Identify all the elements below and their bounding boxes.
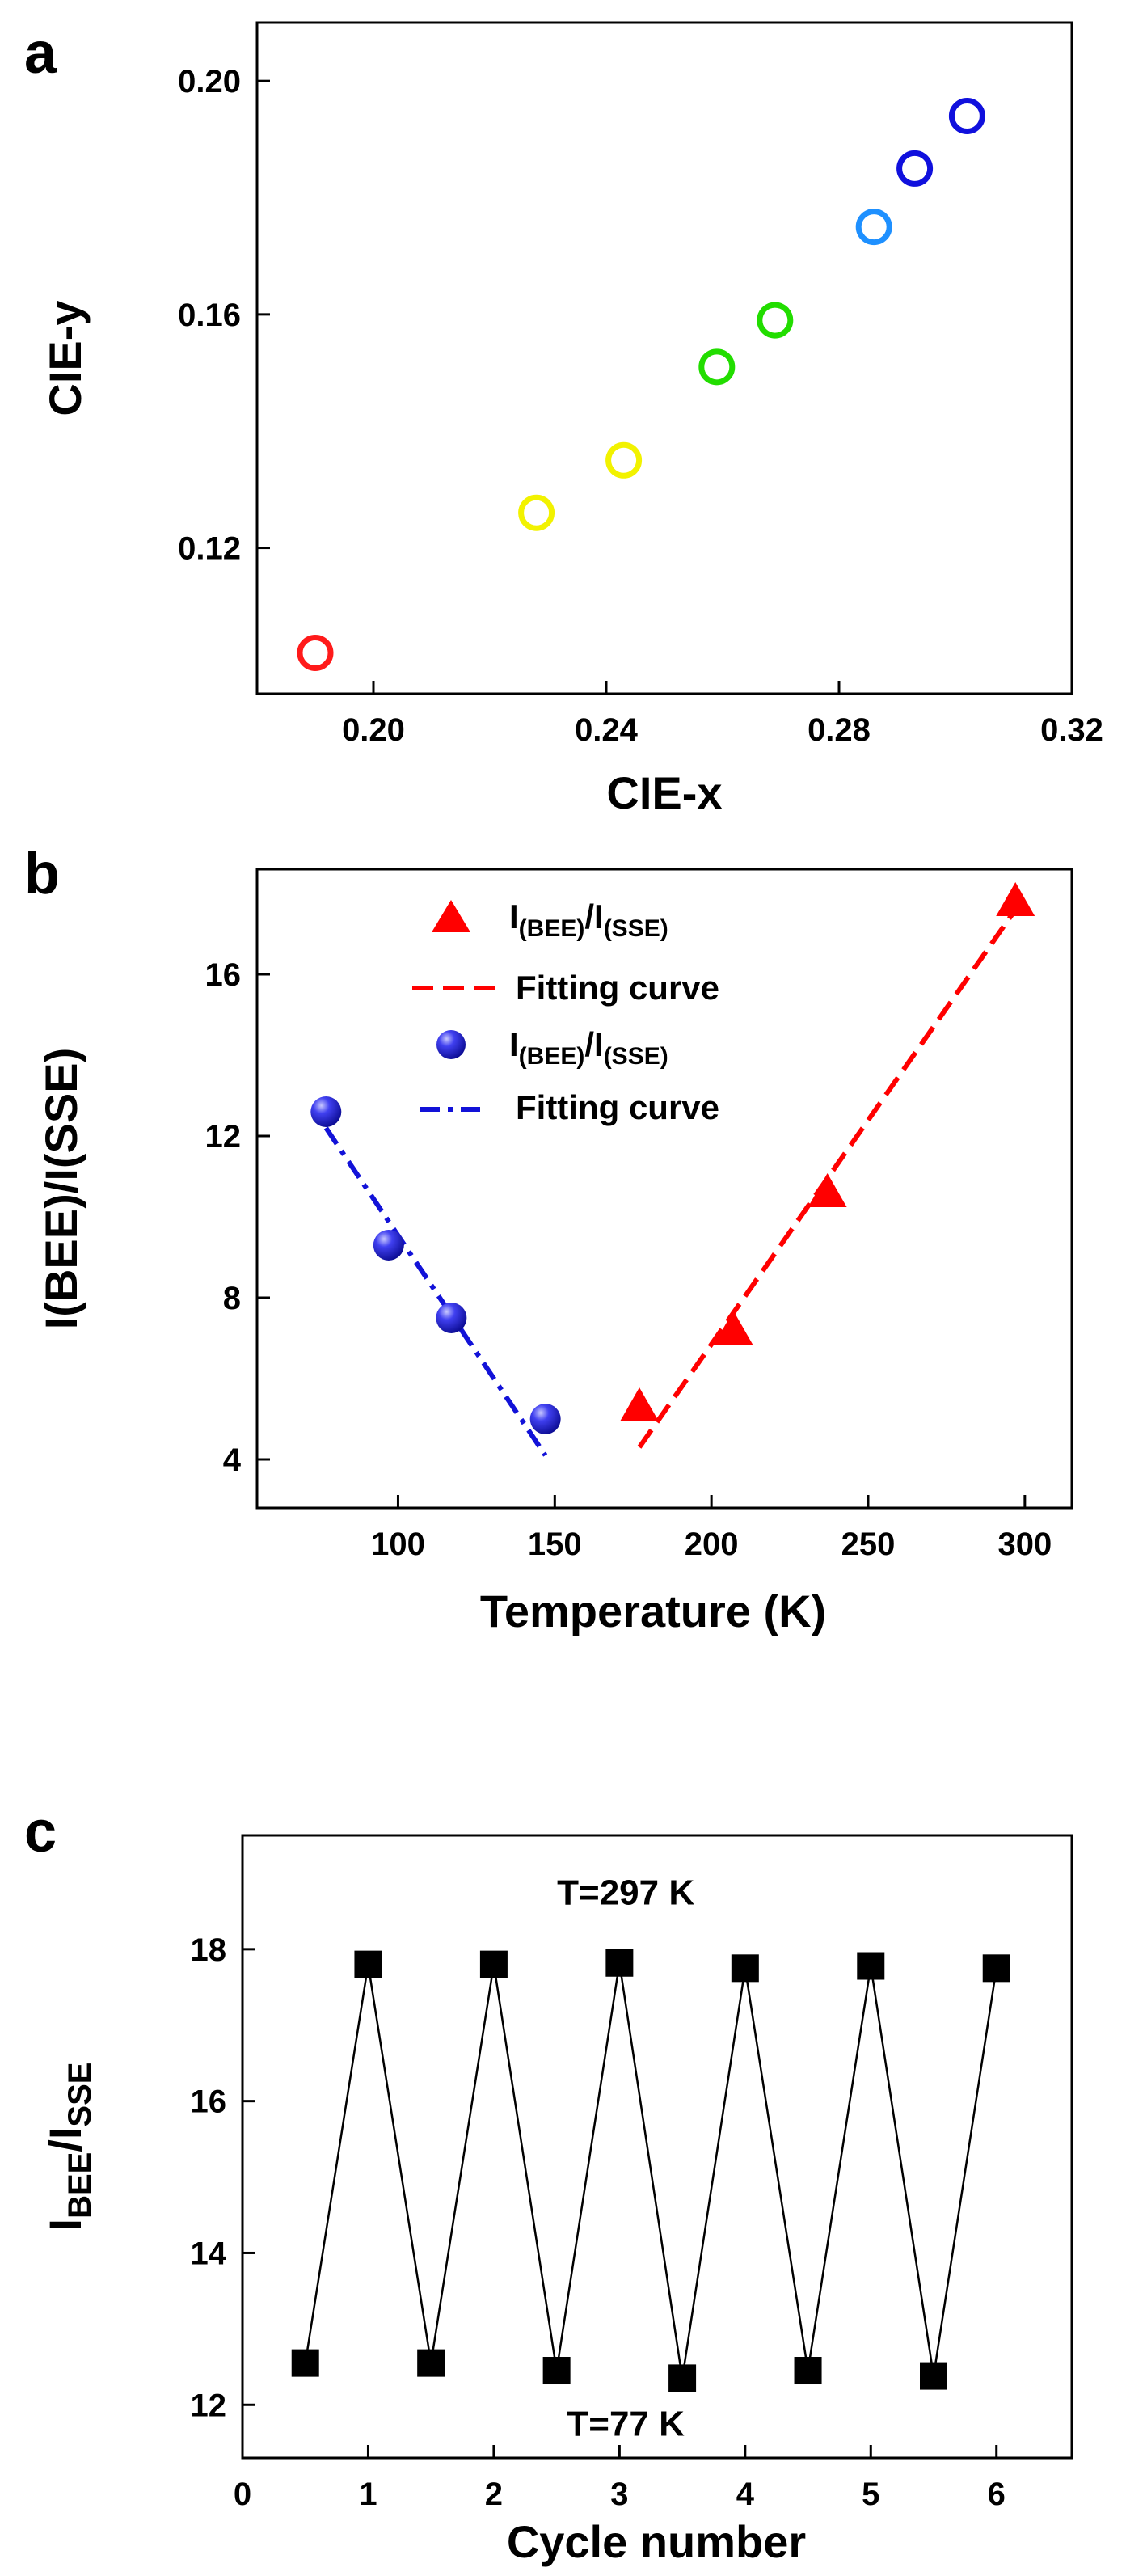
panel-a-plot-frame — [255, 21, 1073, 695]
panel-b-y-axis-title: I(BEE)/I(SSE) — [36, 1048, 86, 1330]
panel-c-x-axis-title: Cycle number — [507, 2516, 806, 2567]
cie-point — [518, 494, 555, 531]
panel-a-x-tick-label: 0.32 — [1040, 712, 1103, 748]
cycle-square-point — [857, 1952, 885, 1980]
legend-item-blue-fit: Fitting curve — [420, 1088, 719, 1126]
panel-c-x-tick-label: 5 — [862, 2477, 879, 2512]
panel-c-x-tick-label: 4 — [736, 2477, 755, 2512]
cie-point — [855, 209, 892, 246]
panel-b-x-tick-label: 250 — [841, 1527, 896, 1562]
panel-a-x-tick-label: 0.24 — [575, 712, 639, 748]
legend-label-2: Fitting curve — [516, 969, 719, 1007]
cycle-square-point — [794, 2357, 822, 2385]
panel-b-plot-frame — [255, 868, 1073, 1510]
blue-fitting-curve — [323, 1126, 548, 1457]
annotation-297k: T=297 K — [557, 1873, 694, 1912]
panel-a-x-tick-label: 0.20 — [342, 712, 405, 748]
sphere-point — [310, 1096, 342, 1127]
panel-c-x-tick-label: 3 — [610, 2477, 628, 2512]
legend-item-triangle: I(BEE)/I(SSE) — [432, 897, 668, 942]
panel-b-letter: b — [24, 842, 60, 906]
cycle-square-point — [417, 2349, 445, 2377]
panel-c-y-tick-label: 18 — [191, 1932, 227, 1968]
legend-triangle-marker — [432, 900, 470, 932]
panel-b-x-tick-label: 200 — [685, 1527, 739, 1562]
panel-c-x-tick-label: 0 — [234, 2477, 251, 2512]
panel-a-x-axis-title: CIE-x — [606, 767, 722, 818]
cie-point — [698, 348, 736, 386]
panel-b-legend: I(BEE)/I(SSE) Fitting curve I(BEE)/I(SSE… — [412, 897, 719, 1126]
sphere-point — [373, 1230, 404, 1261]
panel-a-y-axis-title: CIE-y — [40, 300, 91, 416]
panel-c-y-tick-label: 12 — [191, 2388, 227, 2423]
panel-b-x-tick-label: 300 — [997, 1527, 1052, 1562]
legend-item-red-fit: Fitting curve — [412, 969, 719, 1007]
panel-c-plot-frame — [241, 1834, 1073, 2460]
panel-b: b 100 150 200 250 300 4 8 12 16 I(BEE)/I(SSE) Fi… — [24, 842, 1073, 1636]
cycle-line — [304, 1962, 997, 2379]
sphere-point — [529, 1404, 561, 1434]
panel-b-y-tick-label: 8 — [223, 1281, 241, 1316]
legend-sphere-marker — [436, 1030, 466, 1059]
cycle-square-point — [542, 2357, 571, 2385]
legend-label-1: I(BEE)/I(SSE) — [509, 897, 668, 942]
panel-a-y-tick-label: 0.12 — [178, 531, 241, 567]
cycle-square-point — [668, 2364, 697, 2392]
panel-a-y-tick-label: 0.16 — [178, 298, 241, 333]
cie-point — [297, 634, 334, 671]
panel-a-letter: a — [24, 21, 57, 86]
legend-label-4: Fitting curve — [516, 1088, 719, 1126]
cycle-square-point — [605, 1949, 634, 1977]
panel-c-y-tick-label: 16 — [191, 2084, 227, 2120]
panel-b-y-tick-label: 12 — [205, 1119, 242, 1155]
sphere-point — [436, 1303, 467, 1333]
panel-b-x-tick-label: 150 — [528, 1527, 582, 1562]
panel-c-y-axis-title: IBEE/ISSE — [40, 2063, 98, 2232]
panel-c-letter: c — [24, 1800, 57, 1864]
triangle-point — [619, 1387, 659, 1421]
cie-point — [948, 97, 985, 134]
cie-point — [896, 150, 934, 187]
legend-label-3: I(BEE)/I(SSE) — [509, 1025, 668, 1070]
triangle-point — [996, 882, 1035, 916]
cycle-square-point — [291, 2349, 319, 2377]
cie-point — [757, 302, 794, 339]
cycle-square-point — [354, 1950, 382, 1978]
panel-b-x-tick-label: 100 — [371, 1527, 425, 1562]
panel-b-x-axis-title: Temperature (K) — [480, 1586, 826, 1636]
panel-a: a 0.20 0.24 0.28 0.32 0.12 0.16 0.20 CIE-x CIE… — [24, 21, 1103, 818]
panel-a-x-tick-label: 0.28 — [808, 712, 871, 748]
cycle-square-point — [731, 1954, 759, 1983]
panel-c-x-tick-label: 2 — [485, 2477, 503, 2512]
cycle-square-point — [479, 1950, 508, 1978]
cycle-square-point — [982, 1954, 1010, 1983]
annotation-77k: T=77 K — [567, 2405, 685, 2444]
panel-c-y-tick-label: 14 — [191, 2236, 227, 2271]
panel-b-y-tick-label: 4 — [223, 1442, 242, 1478]
legend-item-sphere: I(BEE)/I(SSE) — [436, 1025, 668, 1070]
panel-b-y-tick-label: 16 — [205, 957, 242, 993]
panel-a-y-tick-label: 0.20 — [178, 64, 241, 99]
triangle-point — [808, 1173, 847, 1207]
cycle-square-point — [920, 2362, 947, 2390]
panel-c-x-tick-label: 1 — [359, 2477, 377, 2512]
triangle-point — [714, 1311, 753, 1345]
panel-c-x-tick-label: 6 — [988, 2477, 1006, 2512]
cie-point — [605, 441, 643, 479]
